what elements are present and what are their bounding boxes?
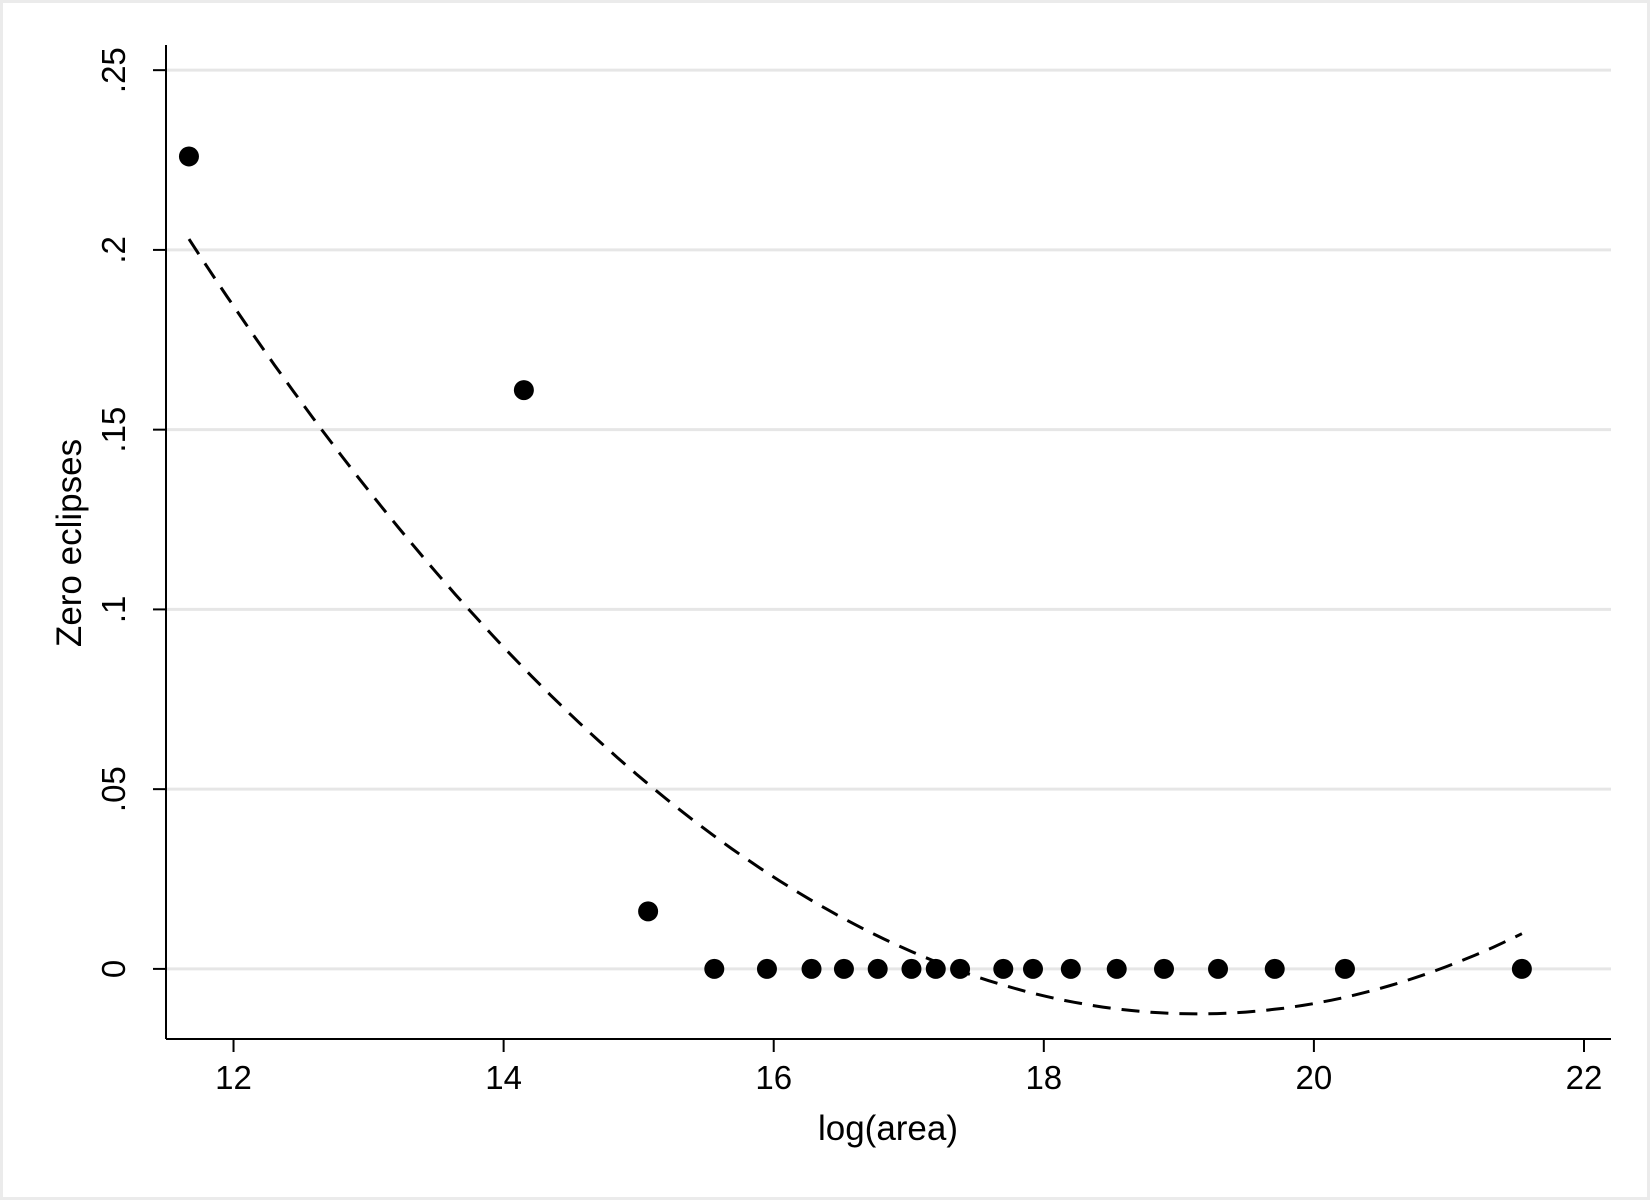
data-point-11 — [993, 958, 1014, 979]
grid-lines — [166, 68, 1611, 971]
data-point-14 — [1106, 958, 1127, 979]
data-point-3 — [704, 958, 725, 979]
tick-labels: 0 .05 .1 .15 .2 .25 12 14 16 18 20 22 — [95, 47, 1602, 1096]
y-tick-label-5: .25 — [95, 47, 132, 93]
x-tick-label-1: 14 — [485, 1059, 522, 1096]
y-tick-label-4: .2 — [95, 236, 132, 264]
data-point-0 — [178, 146, 199, 167]
data-point-7 — [867, 958, 888, 979]
x-tick-label-5: 22 — [1566, 1059, 1603, 1096]
x-tick-label-4: 20 — [1296, 1059, 1333, 1096]
data-point-16 — [1208, 958, 1229, 979]
x-tick-label-2: 16 — [755, 1059, 792, 1096]
data-points — [178, 146, 1532, 979]
data-point-19 — [1511, 958, 1532, 979]
data-point-6 — [833, 958, 854, 979]
fit-curve-group — [187, 238, 1523, 1016]
data-point-9 — [925, 958, 946, 979]
scatter-chart: 0 .05 .1 .15 .2 .25 12 14 16 18 20 22 log(area) Zer… — [50, 45, 1611, 1148]
data-point-13 — [1060, 958, 1081, 979]
data-point-1 — [513, 380, 534, 401]
data-point-2 — [638, 901, 659, 922]
x-tick-label-3: 18 — [1025, 1059, 1062, 1096]
data-point-8 — [901, 958, 922, 979]
y-tick-label-0: 0 — [95, 960, 132, 978]
y-tick-label-1: .05 — [95, 766, 132, 812]
y-tick-label-3: .15 — [95, 407, 132, 453]
fit-curve — [187, 238, 1523, 1016]
data-point-18 — [1334, 958, 1355, 979]
data-point-17 — [1264, 958, 1285, 979]
data-point-5 — [801, 958, 822, 979]
x-tick-label-0: 12 — [215, 1059, 252, 1096]
x-axis-title: log(area) — [818, 1109, 958, 1148]
axes — [153, 45, 1611, 1052]
data-point-10 — [950, 958, 971, 979]
y-tick-label-2: .1 — [95, 596, 132, 624]
y-axis-title: Zero eclipses — [50, 439, 89, 647]
data-point-12 — [1023, 958, 1043, 979]
data-point-15 — [1153, 958, 1174, 979]
data-point-4 — [756, 958, 777, 979]
